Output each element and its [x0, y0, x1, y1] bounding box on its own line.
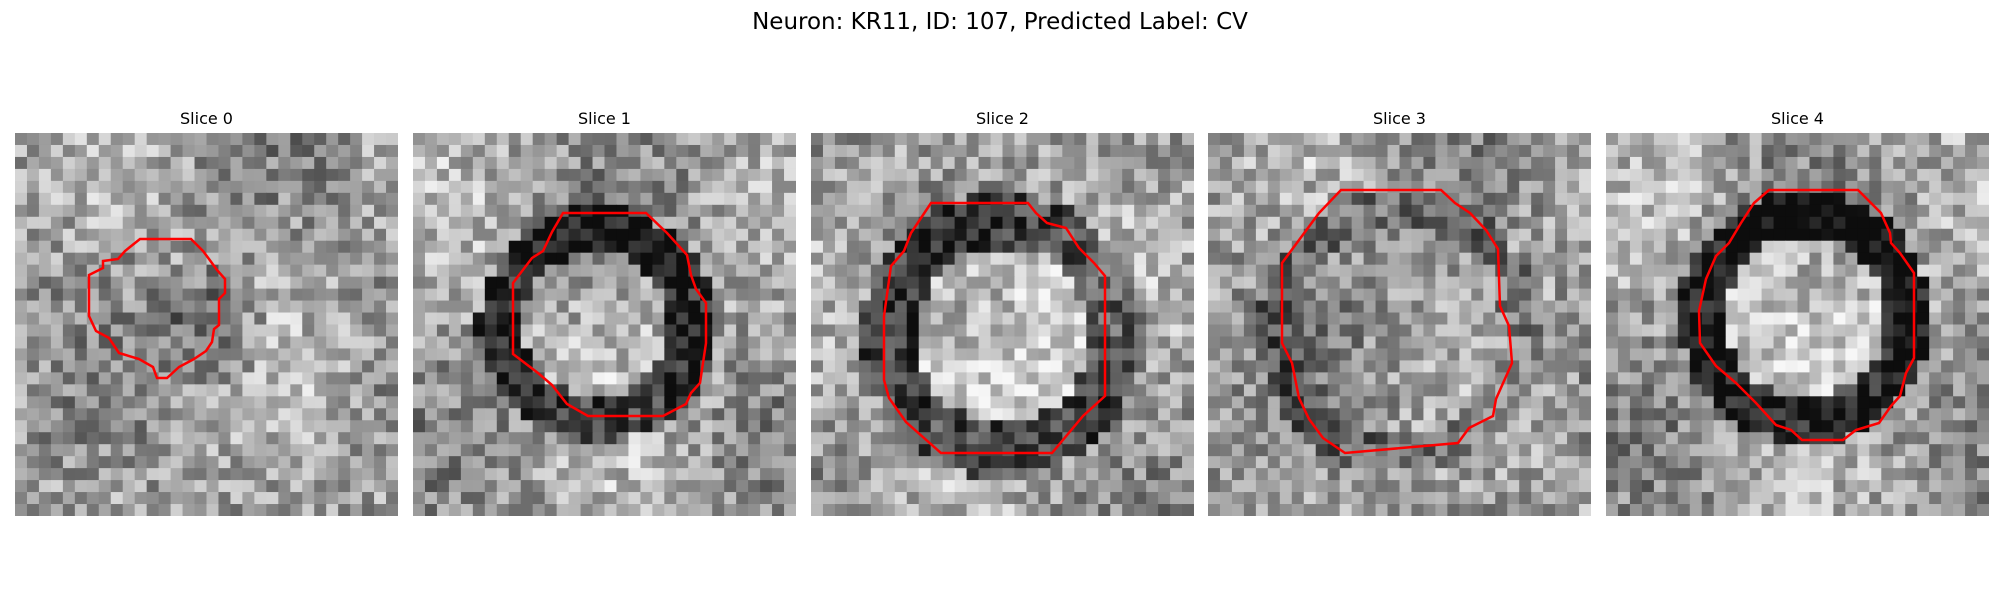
- slice-3-canvas: [1208, 133, 1591, 516]
- grayscale-pixels: [1606, 133, 1989, 516]
- slice-panel-3: Slice 3: [1208, 109, 1591, 516]
- grayscale-pixels: [15, 133, 398, 516]
- neuron-contour: [511, 211, 708, 418]
- slice-image: [811, 133, 1194, 516]
- slice-0-canvas: [15, 133, 398, 516]
- neuron-contour: [1697, 188, 1916, 442]
- neuron-contour: [1280, 188, 1514, 455]
- grayscale-pixels: [1208, 133, 1591, 516]
- slice-4-canvas: [1606, 133, 1989, 516]
- slice-panel-4: Slice 4: [1606, 109, 1989, 516]
- neuron-contour: [882, 201, 1107, 455]
- slice-2-canvas: [811, 133, 1194, 516]
- grayscale-pixels: [811, 133, 1194, 516]
- slice-image: [15, 133, 398, 516]
- grayscale-pixels: [413, 133, 796, 516]
- slice-1-canvas: [413, 133, 796, 516]
- neuron-contour: [87, 237, 227, 380]
- slice-panel-2: Slice 2: [811, 109, 1194, 516]
- slice-panel-0: Slice 0: [15, 109, 398, 516]
- figure-title: Neuron: KR11, ID: 107, Predicted Label: …: [752, 9, 1248, 35]
- slice-title: Slice 0: [180, 109, 233, 128]
- slice-panel-1: Slice 1: [413, 109, 796, 516]
- slice-title: Slice 4: [1771, 109, 1824, 128]
- slice-image: [1208, 133, 1591, 516]
- slice-title: Slice 2: [976, 109, 1029, 128]
- slice-image: [413, 133, 796, 516]
- slice-title: Slice 3: [1373, 109, 1426, 128]
- slice-image: [1606, 133, 1989, 516]
- slice-title: Slice 1: [578, 109, 631, 128]
